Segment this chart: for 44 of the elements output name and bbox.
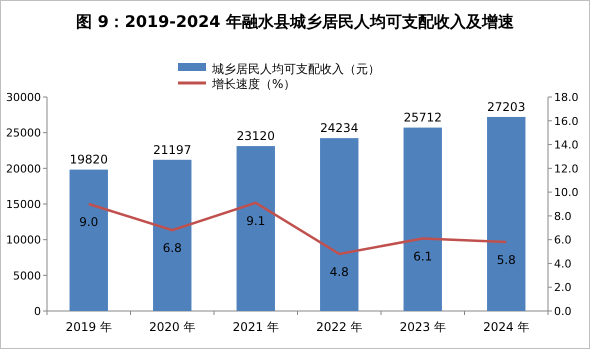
label: 4.8 xyxy=(330,264,349,279)
ytick: 20000 xyxy=(6,162,41,176)
label: 19820 xyxy=(70,152,108,167)
label: 9.0 xyxy=(79,215,98,229)
ytick: 5000 xyxy=(13,269,41,282)
xtick: 2022 年 xyxy=(316,320,362,334)
title: 图 9：2019-2024 年融水县城乡居民人均可支配收入及增速 xyxy=(76,12,514,31)
xtick: 2023 年 xyxy=(400,320,446,334)
ytick: 0 xyxy=(34,305,41,318)
bar xyxy=(404,128,442,311)
ytick: 15000 xyxy=(6,198,41,211)
y2tick: 0.0 xyxy=(554,305,572,318)
label: 21197 xyxy=(153,142,192,157)
y2tick: 10.0 xyxy=(554,186,578,200)
label: 25712 xyxy=(404,110,442,125)
bar xyxy=(236,146,275,311)
bar xyxy=(487,116,526,311)
label: 27203 xyxy=(487,100,526,114)
xtick: 2019 年 xyxy=(66,320,112,334)
legend: 增长速度（%） xyxy=(212,77,296,91)
y2tick: 18.0 xyxy=(554,91,578,104)
ytick: 10000 xyxy=(6,234,41,247)
xtick: 2024 年 xyxy=(483,320,530,334)
label: 6.8 xyxy=(162,241,182,256)
ytick: 30000 xyxy=(6,91,41,104)
bar xyxy=(70,170,108,311)
legend: 城乡居民人均可支配收入（元） xyxy=(212,62,380,76)
label: 9.1 xyxy=(246,214,266,228)
y2tick: 8.0 xyxy=(554,210,572,223)
y2tick: 14.0 xyxy=(554,138,578,152)
ytick: 25000 xyxy=(6,126,41,140)
bar xyxy=(320,138,358,311)
xtick: 2021 年 xyxy=(232,320,279,334)
y2tick: 2.0 xyxy=(554,281,572,294)
y2tick: 6.0 xyxy=(554,234,572,247)
xtick: 2020 年 xyxy=(149,320,196,334)
bar xyxy=(153,160,192,311)
y2tick: 4.0 xyxy=(554,257,572,270)
y2tick: 12.0 xyxy=(554,162,578,176)
label: 5.8 xyxy=(496,253,516,268)
label: 24234 xyxy=(320,121,358,136)
label: 23120 xyxy=(236,129,275,144)
y2tick: 16.0 xyxy=(554,114,578,128)
label: 6.1 xyxy=(413,249,432,264)
